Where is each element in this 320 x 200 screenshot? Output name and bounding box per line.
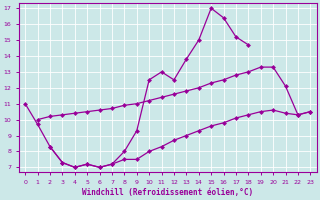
X-axis label: Windchill (Refroidissement éolien,°C): Windchill (Refroidissement éolien,°C) — [82, 188, 253, 197]
